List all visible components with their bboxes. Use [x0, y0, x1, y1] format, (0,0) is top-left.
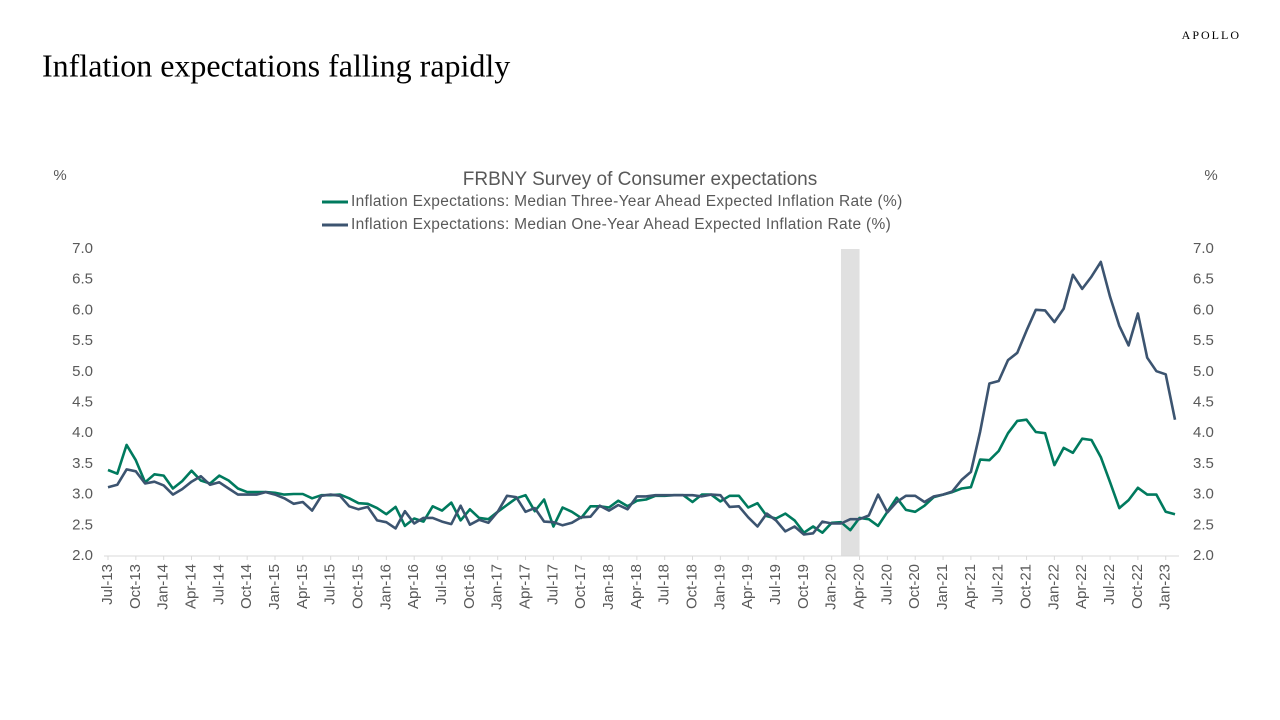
y-tick-label: 7.0: [72, 240, 93, 257]
y2-tick-label: 5.5: [1193, 332, 1214, 349]
legend-label: Inflation Expectations: Median One-Year …: [351, 216, 891, 233]
y-tick-label: 4.5: [72, 393, 93, 410]
x-tick-label: Jul-15: [322, 564, 339, 605]
y-tick-label: 3.0: [72, 486, 93, 503]
y2-tick-label: 3.0: [1193, 486, 1214, 503]
y-axis-label: %: [53, 167, 66, 184]
x-tick-label: Oct-22: [1129, 564, 1146, 609]
x-tick-label: Jan-22: [1045, 564, 1062, 610]
y-tick-label: 2.0: [72, 547, 93, 564]
x-tick-label: Oct-13: [127, 564, 144, 609]
shaded-period: [840, 249, 860, 556]
x-tick-label: Apr-16: [405, 564, 422, 609]
x-tick-label: Jan-20: [823, 564, 840, 610]
x-tick-label: Jan-19: [711, 564, 728, 610]
x-tick-label: Apr-15: [294, 564, 311, 609]
x-tick-label: Jul-16: [433, 564, 450, 605]
y2-tick-label: 4.0: [1193, 424, 1214, 441]
x-tick-label: Apr-18: [628, 564, 645, 609]
y-tick-label: 5.0: [72, 363, 93, 380]
x-tick-label: Oct-21: [1018, 564, 1035, 609]
y-tick-label: 6.5: [72, 271, 93, 288]
y2-tick-label: 2.0: [1193, 547, 1214, 564]
x-tick-label: Oct-20: [906, 564, 923, 609]
x-tick-label: Jul-17: [544, 564, 561, 605]
x-tick-label: Jan-23: [1157, 564, 1174, 610]
x-tick-label: Oct-16: [461, 564, 478, 609]
x-tick-label: Jul-18: [656, 564, 673, 605]
x-tick-label: Jul-14: [210, 564, 227, 605]
x-tick-label: Jul-19: [767, 564, 784, 605]
y2-tick-label: 6.0: [1193, 301, 1214, 318]
y2-tick-label: 2.5: [1193, 516, 1214, 533]
x-tick-label: Jan-21: [934, 564, 951, 610]
brand: APOLLO: [1182, 28, 1241, 42]
x-tick-label: Jul-22: [1101, 564, 1118, 605]
x-tick-label: Jan-16: [377, 564, 394, 610]
y2-tick-label: 6.5: [1193, 271, 1214, 288]
y2-tick-label: 7.0: [1193, 240, 1214, 257]
x-tick-label: Oct-14: [238, 564, 255, 609]
x-tick-label: Apr-20: [851, 564, 868, 609]
chart-title: FRBNY Survey of Consumer expectations: [463, 169, 817, 190]
x-tick-label: Oct-19: [795, 564, 812, 609]
x-tick-label: Jul-20: [878, 564, 895, 605]
x-tick-label: Jan-15: [266, 564, 283, 610]
x-tick-label: Oct-15: [349, 564, 366, 609]
x-tick-label: Jan-14: [155, 564, 172, 610]
legend-label: Inflation Expectations: Median Three-Yea…: [351, 193, 903, 210]
x-tick-label: Apr-21: [962, 564, 979, 609]
y2-tick-label: 4.5: [1193, 393, 1214, 410]
y-tick-label: 2.5: [72, 516, 93, 533]
x-tick-label: Jan-17: [489, 564, 506, 610]
x-tick-label: Jul-13: [99, 564, 116, 605]
x-tick-label: Apr-19: [739, 564, 756, 609]
y-tick-label: 6.0: [72, 301, 93, 318]
x-tick-label: Apr-17: [516, 564, 533, 609]
y2-tick-label: 3.5: [1193, 455, 1214, 472]
x-tick-label: Oct-17: [572, 564, 589, 609]
y-tick-label: 3.5: [72, 455, 93, 472]
x-tick-label: Oct-18: [683, 564, 700, 609]
y-tick-label: 4.0: [72, 424, 93, 441]
x-tick-label: Apr-14: [182, 564, 199, 609]
x-tick-label: Jan-18: [600, 564, 617, 610]
x-tick-label: Jul-21: [990, 564, 1007, 605]
page-title: Inflation expectations falling rapidly: [42, 47, 510, 83]
series-line: [107, 260, 1177, 536]
y-tick-label: 5.5: [72, 332, 93, 349]
y2-axis-label: %: [1204, 167, 1217, 184]
x-tick-label: Apr-22: [1073, 564, 1090, 609]
y2-tick-label: 5.0: [1193, 363, 1214, 380]
series-line: [107, 418, 1176, 534]
